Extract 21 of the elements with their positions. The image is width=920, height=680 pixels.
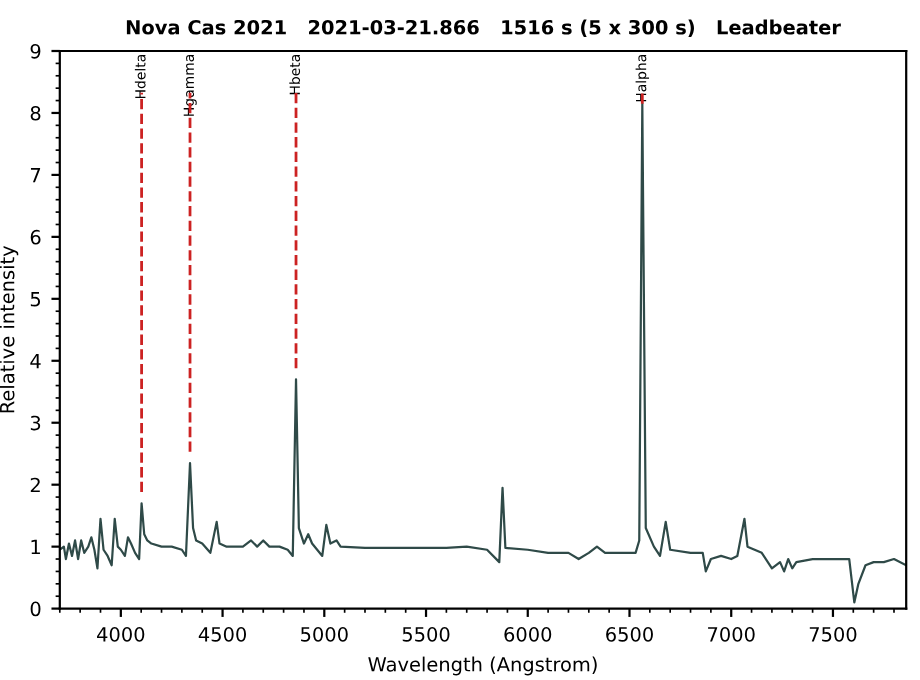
y-tick-label: 4: [30, 353, 41, 369]
y-tick-label: 8: [30, 105, 41, 121]
y-tick-label: 2: [30, 477, 40, 493]
y-tick-label: 5: [30, 292, 41, 307]
x-tick-label: 4500: [198, 627, 247, 642]
x-tick-label: 7500: [809, 627, 857, 642]
x-axis-title: Wavelength (Angstrom): [368, 656, 597, 676]
x-tick-label: 5500: [402, 627, 450, 642]
y-tick-label: 7: [30, 168, 41, 183]
y-tick-label: 3: [30, 415, 41, 431]
x-tick-label: 6000: [504, 627, 552, 642]
y-tick-label: 9: [30, 43, 41, 59]
y-tick-label: 0: [30, 601, 41, 617]
y-axis-title: Relative intensity: [0, 245, 19, 413]
y-tick-label: 6: [30, 229, 41, 245]
chart-title: Nova Cas 2021 2021-03-21.866 1516 s (5 x 300 s) Leadbeater: [126, 19, 841, 37]
x-tick-label: 7000: [708, 627, 755, 642]
x-tick-label: 5000: [301, 627, 348, 642]
x-tick-label: 4000: [97, 627, 145, 642]
y-tick-label: 1: [31, 539, 40, 555]
x-tick-label: 6500: [606, 627, 653, 642]
